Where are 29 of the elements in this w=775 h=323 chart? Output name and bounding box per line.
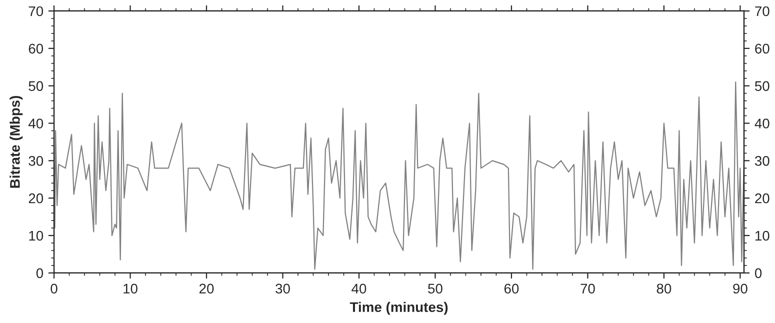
y2-tick-label: 40 <box>754 118 770 128</box>
y2-tick-label: 70 <box>755 6 770 16</box>
y-tick-label: 50 <box>28 81 44 91</box>
x-tick-label: 80 <box>656 284 672 294</box>
x-tick-label: 60 <box>504 284 519 294</box>
y-tick-label: 20 <box>28 193 44 204</box>
y2-tick-label: 60 <box>755 44 770 54</box>
x-tick-label: 40 <box>352 284 366 294</box>
y-tick-label: 40 <box>28 118 44 128</box>
y2-tick-label: 10 <box>755 230 770 241</box>
y-tick-label: 30 <box>28 156 44 166</box>
x-tick-label: 30 <box>276 284 290 294</box>
x-tick-label: 0 <box>50 284 58 294</box>
y2-tick-label: 0 <box>754 268 762 278</box>
x-tick-label: 10 <box>124 284 138 294</box>
y2-tick-label: 50 <box>754 81 770 91</box>
x-tick-label: 50 <box>428 284 442 294</box>
x-axis-title: Time (minutes) <box>350 302 448 315</box>
x-tick-label: 90 <box>733 284 748 294</box>
x-tick-label: 20 <box>199 284 214 294</box>
y2-tick-label: 20 <box>755 193 770 204</box>
y-tick-label: 70 <box>28 6 44 16</box>
y-tick-label: 60 <box>28 44 44 54</box>
y-axis-title: Bitrate (Mbps) <box>10 96 23 188</box>
line-series <box>54 82 744 270</box>
y-tick-label: 10 <box>29 230 44 241</box>
y2-tick-label: 30 <box>754 156 770 166</box>
y-tick-label: 0 <box>36 268 44 278</box>
x-tick-label: 70 <box>580 284 595 294</box>
